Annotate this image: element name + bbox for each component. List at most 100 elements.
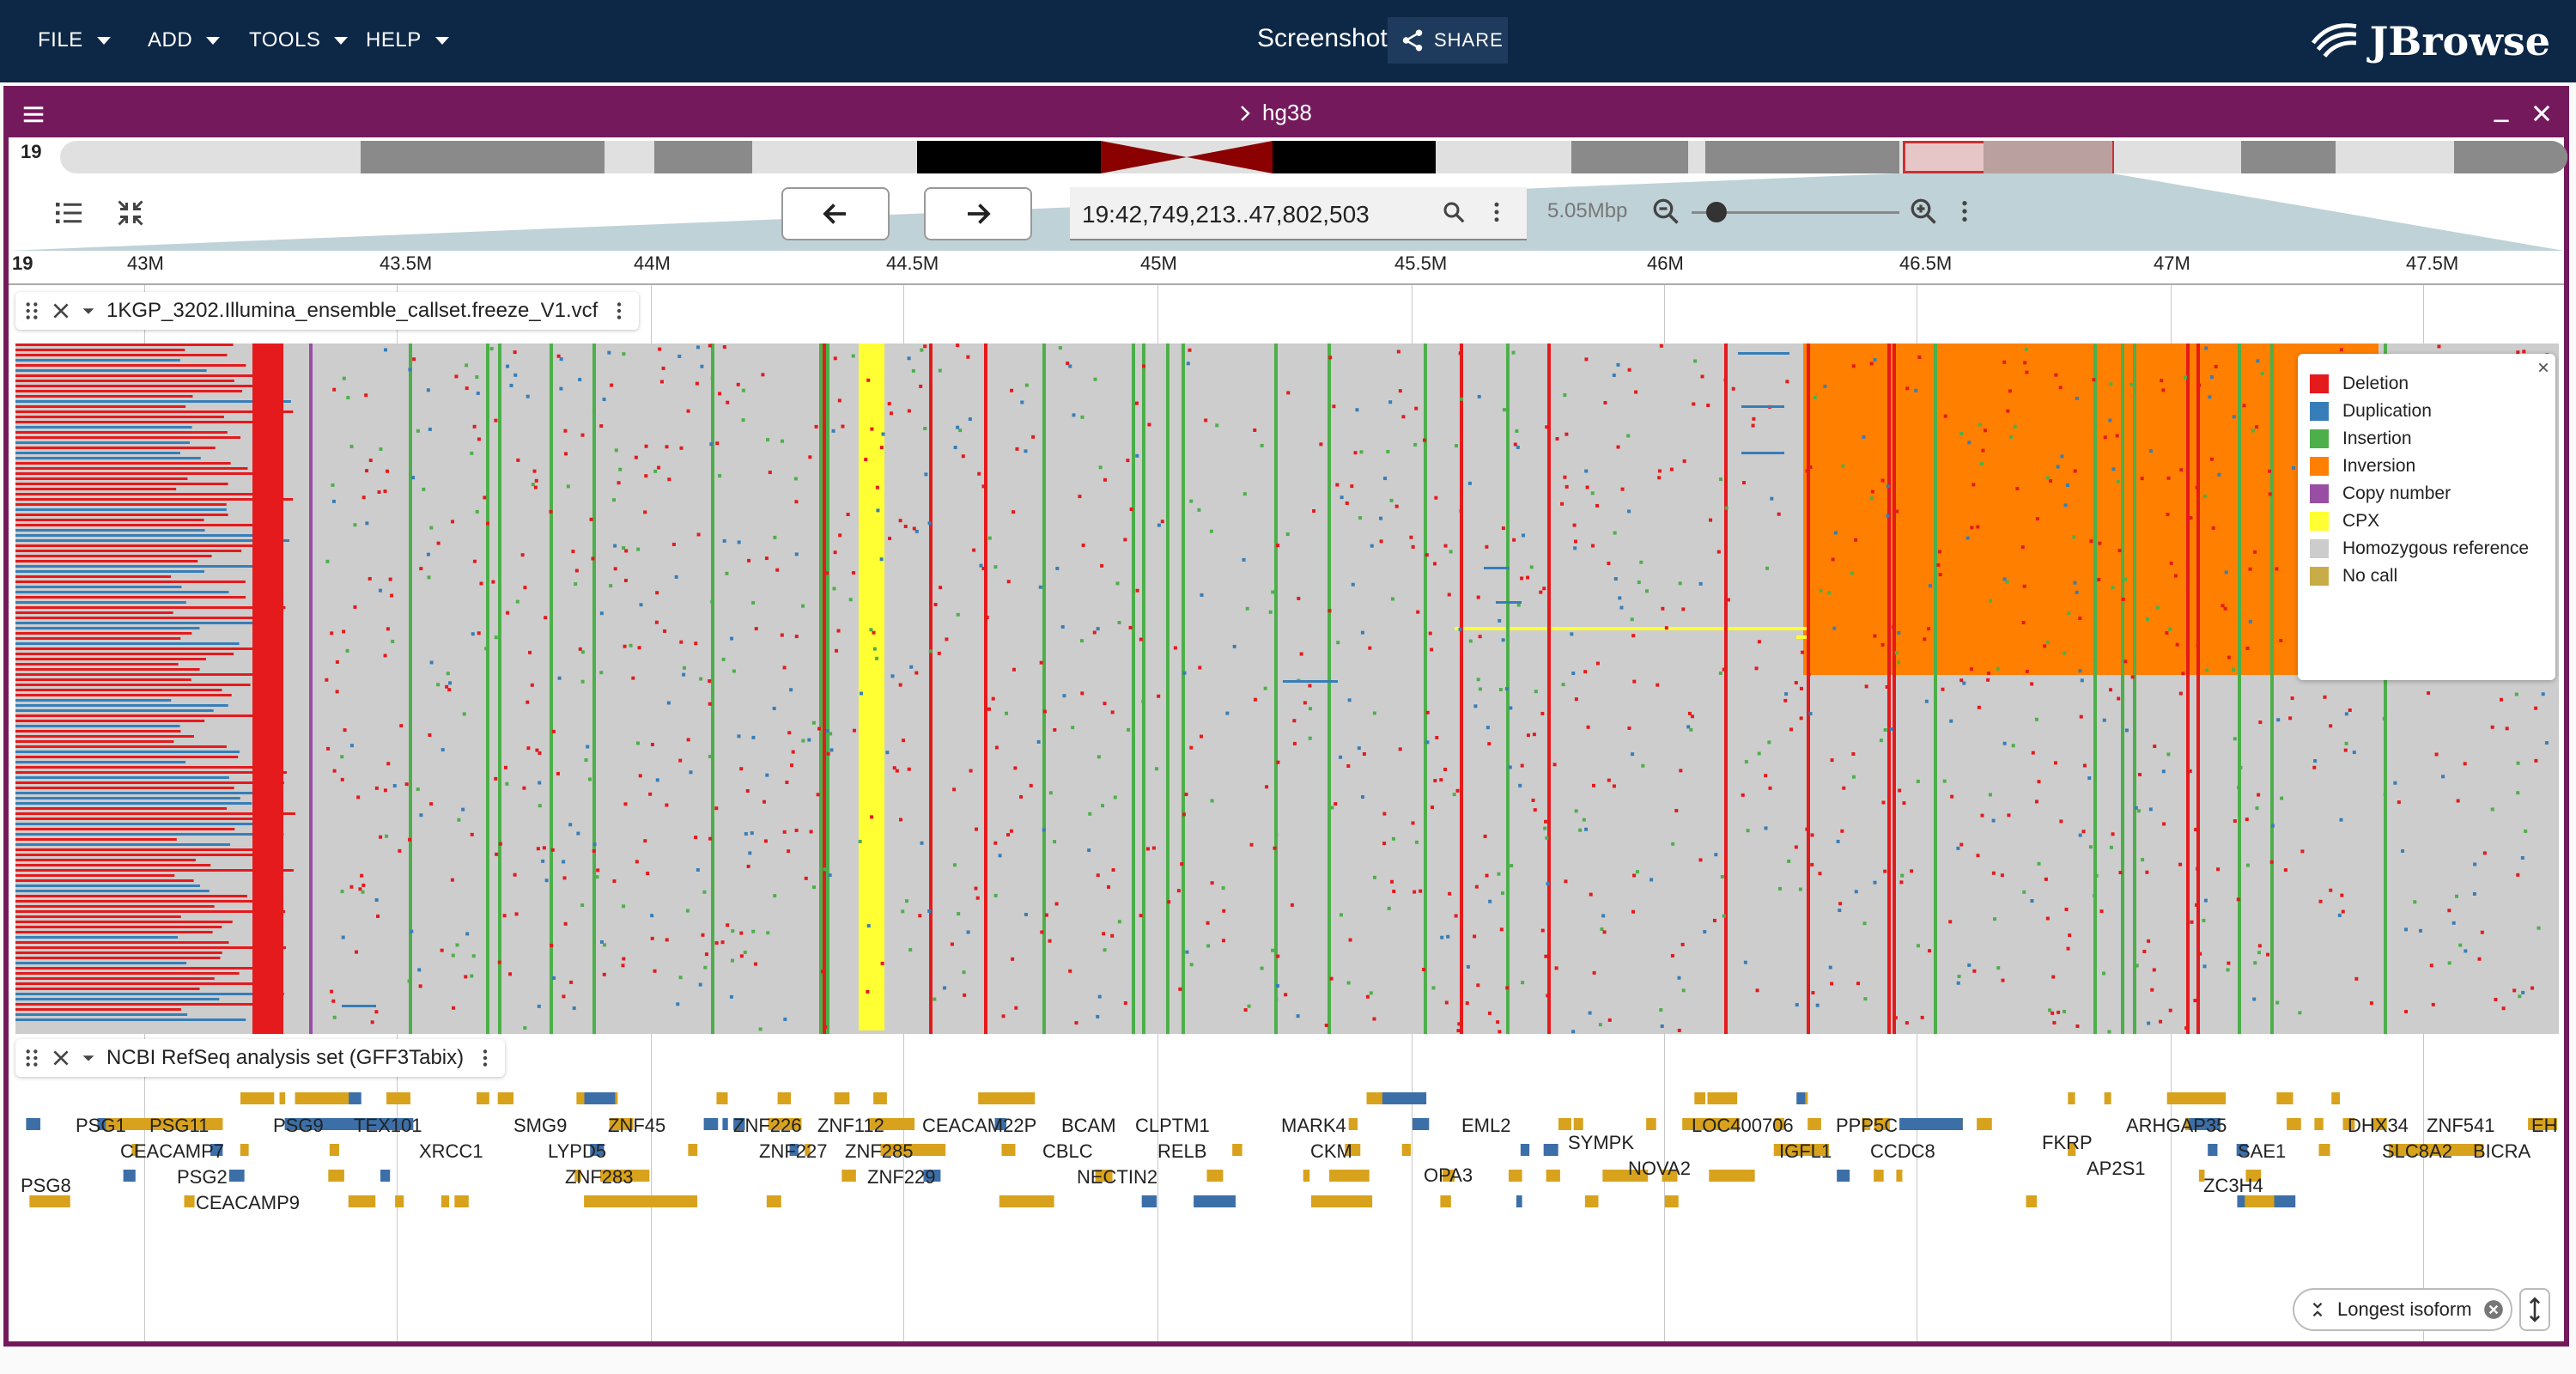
variant-cell [1209,529,1213,533]
variant-matrix[interactable] [15,344,2559,1034]
gene-label[interactable]: PSG1 [76,1115,126,1136]
gene-label[interactable]: CBLC [1042,1140,1093,1162]
gene-label[interactable]: CEACAMP9 [196,1192,301,1213]
gene-label[interactable]: ZNF229 [867,1166,936,1188]
more-vert-icon[interactable] [1484,199,1510,225]
location-search-input[interactable]: 19:42,749,213..47,802,503 [1070,187,1527,240]
cancel-icon[interactable] [2482,1298,2505,1321]
gene-label[interactable]: NECTIN2 [1077,1166,1158,1188]
gene-label[interactable]: EHD2 [2531,1115,2559,1136]
gene-label[interactable]: ZC3H4 [2203,1175,2263,1196]
variant-cell [580,650,585,654]
drag-handle-icon[interactable] [21,1045,43,1071]
gene-label[interactable]: LYPD5 [548,1140,607,1162]
variant-cell [1516,603,1521,607]
longest-isoform-chip[interactable]: Longest isoform [2293,1288,2512,1331]
gene-label[interactable]: CKM [1310,1140,1352,1162]
gene-label[interactable]: CEACAMP7 [120,1140,225,1162]
view-menu-icon[interactable] [1951,198,1978,225]
collapse-icon[interactable] [115,198,146,228]
share-button[interactable]: SHARE [1388,17,1508,64]
gene-label[interactable]: PPP5C [1836,1115,1899,1136]
gene-label[interactable]: SMG9 [513,1115,568,1136]
variant-cell [726,923,730,927]
gene-label[interactable]: SYMPK [1568,1132,1635,1153]
variant-cell [360,873,364,878]
gene-label[interactable]: ZNF45 [608,1115,666,1136]
gene-label[interactable]: OPA3 [1424,1164,1473,1186]
variant-cell [2202,918,2206,922]
chevron-down-icon[interactable] [79,1049,98,1067]
gene-label[interactable]: PSG2 [177,1166,228,1188]
variant-track-label[interactable]: 1KGP_3202.Illumina_ensemble_callset.free… [15,292,640,330]
gene-label[interactable]: PSG9 [273,1115,324,1136]
gene-label[interactable]: ZNF541 [2427,1115,2495,1136]
gene-label[interactable]: FKRP [2042,1132,2093,1153]
gene-label[interactable]: EML2 [1461,1115,1511,1136]
variant-cell [2129,382,2134,386]
variant-cell [1686,725,1691,729]
zoom-slider[interactable] [1692,202,1899,222]
gene-label[interactable]: BICRA [2473,1140,2531,1162]
gene-label[interactable]: CLPTM1 [1135,1115,1210,1136]
search-icon[interactable] [1441,199,1467,225]
gene-label[interactable]: CEACAM22P [922,1115,1037,1136]
gene-label[interactable]: ARHGAP35 [2126,1115,2227,1136]
track-selector-icon[interactable] [53,198,84,228]
gene-label[interactable]: ZNF112 [817,1115,884,1136]
gene-label[interactable]: CCDC8 [1870,1140,1935,1162]
gene-track-label[interactable]: NCBI RefSeq analysis set (GFF3Tabix) [15,1039,506,1077]
chevron-right-icon[interactable] [1235,103,1255,124]
variant-cell [790,763,794,768]
gene-label[interactable]: IGFL1 [1779,1140,1832,1162]
chevron-down-icon[interactable] [79,301,98,320]
scroll-right-button[interactable] [924,187,1032,240]
ruler[interactable]: 19 43M 43.5M 44M 44.5M 45M 45.5M 46M 46.5M 47M 47… [9,251,2564,285]
hamburger-menu-icon[interactable] [21,101,46,127]
zoom-in-icon[interactable] [1908,196,1939,227]
gene-track[interactable]: PSG1 PSG11 PSG9 TEX101 SMG9 ZNF45 ZNF226 ZNF112… [15,1080,2559,1338]
gene-label[interactable]: RELB [1157,1140,1207,1162]
chromosome-ideogram[interactable] [60,141,2567,173]
track-height-toggle[interactable] [2519,1288,2550,1331]
variant-cell [879,446,884,450]
file-menu[interactable]: FILE [38,22,111,58]
scroll-left-button[interactable] [781,187,890,240]
location-text: 19:42,749,213..47,802,503 [1082,201,1370,228]
close-track-icon[interactable] [50,1047,72,1069]
zoom-out-icon[interactable] [1650,196,1681,227]
gene-label[interactable]: BCAM [1061,1115,1116,1136]
variant-cell [1176,889,1181,893]
gene-label[interactable]: NOVA2 [1628,1158,1691,1179]
variant-column [592,344,596,1034]
gene-label[interactable]: LOC400706 [1692,1115,1794,1136]
minimize-icon[interactable] [2490,103,2512,125]
variant-cell [470,832,474,836]
variant-cell [2103,435,2107,440]
zoom-slider-thumb[interactable] [1706,202,1728,222]
track-menu-icon[interactable] [608,300,630,322]
gene-label[interactable]: ZNF285 [845,1140,914,1162]
close-track-icon[interactable] [50,300,72,322]
gene-label[interactable]: PSG11 [149,1115,210,1136]
track-menu-icon[interactable] [474,1047,496,1069]
close-legend-icon[interactable] [2537,361,2550,374]
variant-cell [349,885,354,889]
gene-label[interactable]: XRCC1 [419,1140,483,1162]
gene-label[interactable]: TEX101 [354,1115,422,1136]
variant-cell [1501,526,1505,531]
tools-menu[interactable]: TOOLS [249,22,349,58]
gene-label[interactable]: ZNF226 [733,1115,802,1136]
gene-label[interactable]: PSG8 [21,1175,71,1196]
gene-label[interactable]: SLC8A2 [2382,1140,2452,1162]
gene-label[interactable]: ZNF227 [759,1140,828,1162]
close-icon[interactable] [2530,101,2554,125]
gene-label[interactable]: ZNF283 [565,1166,634,1188]
gene-label[interactable]: DHX34 [2348,1115,2409,1136]
gene-label[interactable]: AP2S1 [2087,1158,2146,1179]
gene-label[interactable]: MARK4 [1281,1115,1346,1136]
gene-label[interactable]: SAE1 [2238,1140,2287,1162]
add-menu[interactable]: ADD [148,22,221,58]
help-menu[interactable]: HELP [366,22,449,58]
drag-handle-icon[interactable] [21,298,43,324]
